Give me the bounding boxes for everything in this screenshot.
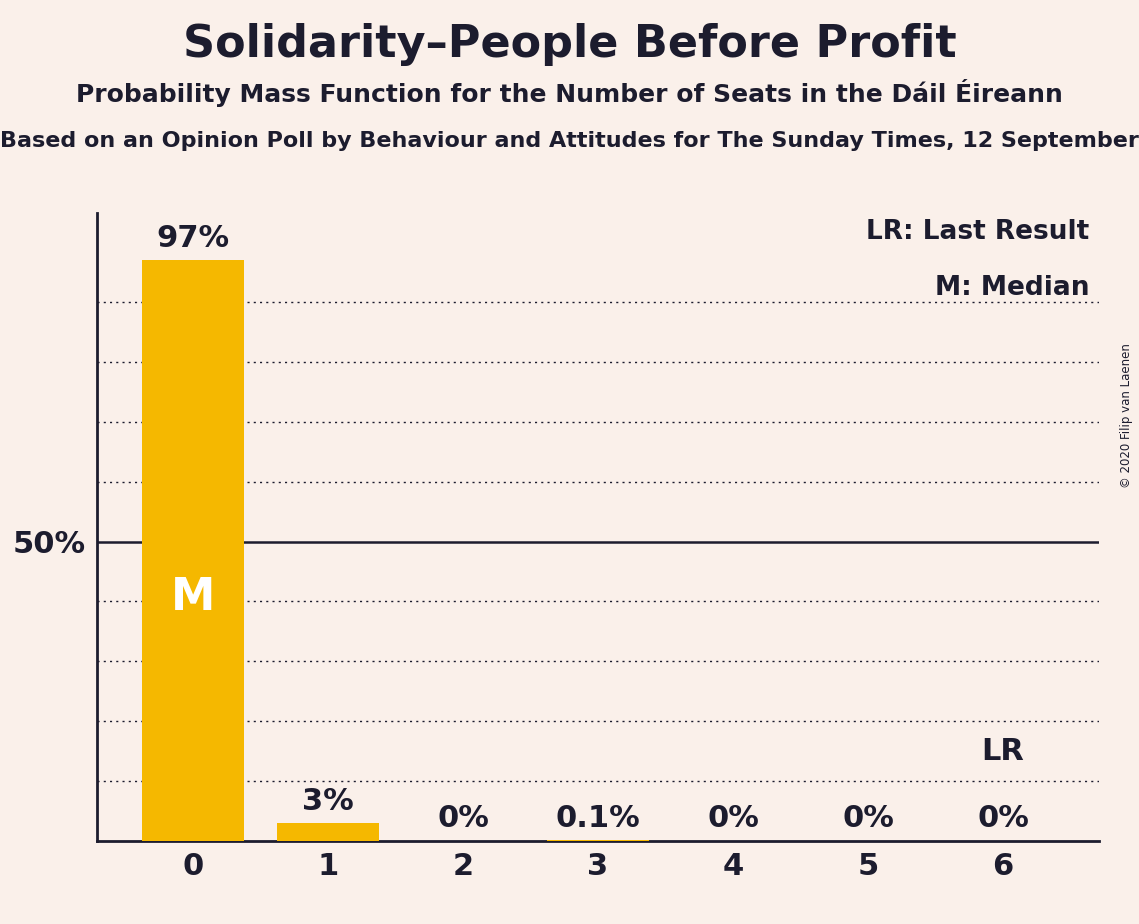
- Text: 0%: 0%: [437, 804, 489, 833]
- Text: 0%: 0%: [842, 804, 894, 833]
- Text: M: M: [171, 576, 215, 618]
- Bar: [278, 823, 378, 841]
- Bar: [142, 261, 244, 841]
- Text: 97%: 97%: [156, 225, 230, 253]
- Text: 3%: 3%: [302, 786, 354, 816]
- Text: Probability Mass Function for the Number of Seats in the Dáil Éireann: Probability Mass Function for the Number…: [76, 79, 1063, 106]
- Text: 0%: 0%: [977, 804, 1029, 833]
- Text: Based on an Opinion Poll by Behaviour and Attitudes for The Sunday Times, 12 Sep: Based on an Opinion Poll by Behaviour an…: [0, 131, 1139, 152]
- Text: 0%: 0%: [707, 804, 759, 833]
- Text: LR: LR: [982, 736, 1024, 766]
- Text: © 2020 Filip van Laenen: © 2020 Filip van Laenen: [1121, 344, 1133, 488]
- Text: Solidarity–People Before Profit: Solidarity–People Before Profit: [182, 23, 957, 67]
- Text: M: Median: M: Median: [935, 275, 1089, 301]
- Text: 0.1%: 0.1%: [556, 804, 640, 833]
- Text: LR: Last Result: LR: Last Result: [866, 219, 1089, 245]
